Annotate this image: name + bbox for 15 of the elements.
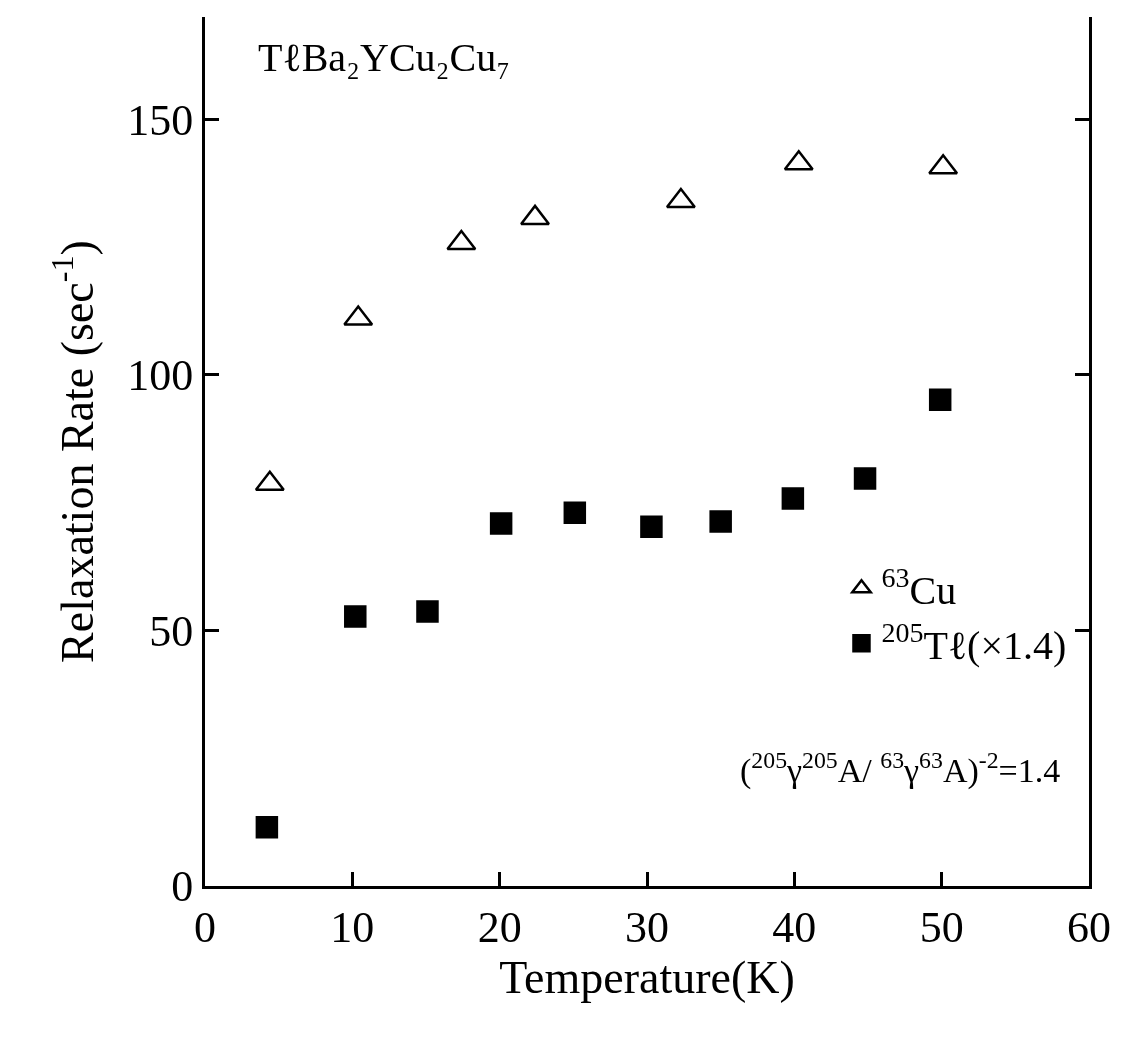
x-tick-label: 30	[625, 902, 669, 952]
y-tick-label: 50	[149, 606, 194, 656]
text: TℓBa₂YCu₂Cu₇	[258, 35, 511, 81]
y-tick-label: 0	[171, 862, 194, 912]
x-axis-title: Temperature(K)	[499, 951, 795, 1003]
x-tick-label: 10	[330, 902, 375, 952]
legend-label: $^{63}$Cu	[881, 562, 957, 613]
text: ($^{205}$γ$^{205}$A/ $^{63}$γ$^{63}$A)$^{-2}$=1.4	[740, 747, 1061, 790]
x-tick-label: 50	[919, 902, 964, 952]
x-tick-label: 40	[772, 902, 817, 952]
x-tick-label: 60	[1067, 902, 1111, 952]
y-tick-label: 100	[127, 351, 194, 401]
y-tick-label: 150	[127, 95, 194, 145]
x-tick-label: 20	[477, 902, 522, 952]
legend-label: $^{205}$Tℓ(×1.4)	[881, 617, 1067, 668]
